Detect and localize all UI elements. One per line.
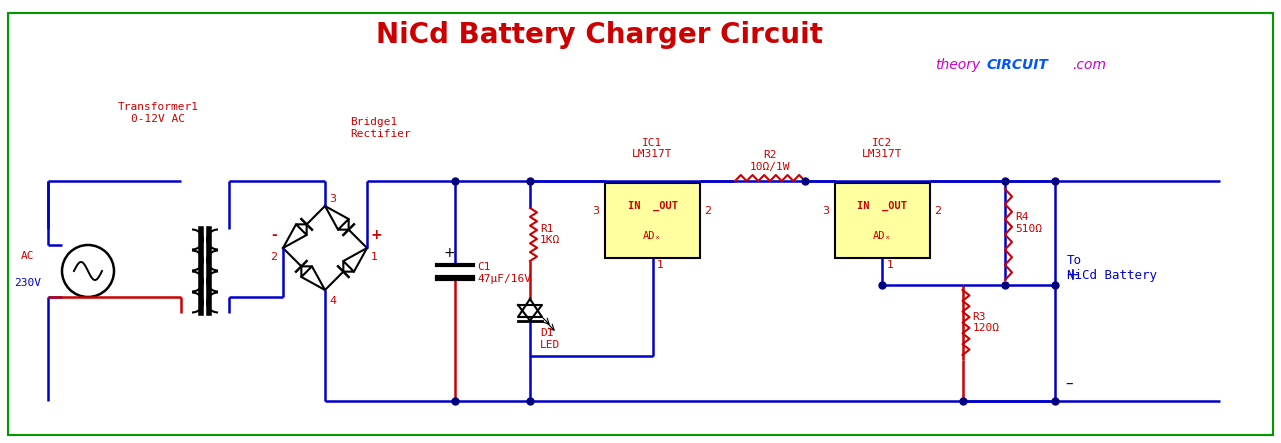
Text: R4
510Ω: R4 510Ω: [1015, 212, 1041, 234]
Text: 4: 4: [329, 296, 336, 306]
Text: ADₓ: ADₓ: [874, 231, 892, 241]
Text: 1: 1: [656, 260, 664, 271]
Text: .com: .com: [1072, 58, 1106, 72]
Text: IC1
LM317T: IC1 LM317T: [633, 138, 673, 159]
Text: +: +: [443, 246, 455, 260]
Text: CIRCUIT: CIRCUIT: [986, 58, 1049, 72]
Text: 3: 3: [592, 206, 600, 216]
Text: +: +: [1065, 266, 1079, 284]
Text: R3
120Ω: R3 120Ω: [972, 312, 999, 333]
Text: 1: 1: [886, 260, 894, 271]
Text: 3: 3: [822, 206, 829, 216]
Text: R1
1KΩ: R1 1KΩ: [541, 224, 560, 245]
Text: C1
47μF/16V: C1 47μF/16V: [477, 262, 532, 284]
Text: IC2
LM317T: IC2 LM317T: [862, 138, 903, 159]
Text: Bridge1
Rectifier: Bridge1 Rectifier: [350, 117, 411, 139]
Text: theory: theory: [935, 58, 980, 72]
Text: 1: 1: [371, 252, 378, 262]
Text: IN  _OUT: IN _OUT: [857, 201, 907, 211]
Text: To
NiCd Battery: To NiCd Battery: [1067, 254, 1157, 282]
Text: 2: 2: [934, 206, 942, 216]
Text: –: –: [1065, 376, 1072, 390]
FancyBboxPatch shape: [835, 183, 930, 259]
Text: +: +: [371, 228, 383, 242]
Text: 2: 2: [705, 206, 711, 216]
Text: Transformer1
0-12V AC: Transformer1 0-12V AC: [118, 102, 199, 124]
Text: 230V: 230V: [14, 278, 41, 288]
Text: R2
10Ω/1W: R2 10Ω/1W: [749, 150, 790, 172]
Text: IN  _OUT: IN _OUT: [628, 201, 678, 211]
Text: 3: 3: [329, 194, 336, 204]
Text: 2: 2: [270, 252, 277, 262]
Text: D1
LED: D1 LED: [541, 328, 560, 350]
Text: -: -: [272, 228, 277, 242]
Text: NiCd Battery Charger Circuit: NiCd Battery Charger Circuit: [377, 21, 824, 49]
Text: ADₓ: ADₓ: [643, 231, 662, 241]
Polygon shape: [518, 305, 542, 321]
FancyBboxPatch shape: [605, 183, 699, 259]
Text: AC: AC: [22, 251, 35, 261]
